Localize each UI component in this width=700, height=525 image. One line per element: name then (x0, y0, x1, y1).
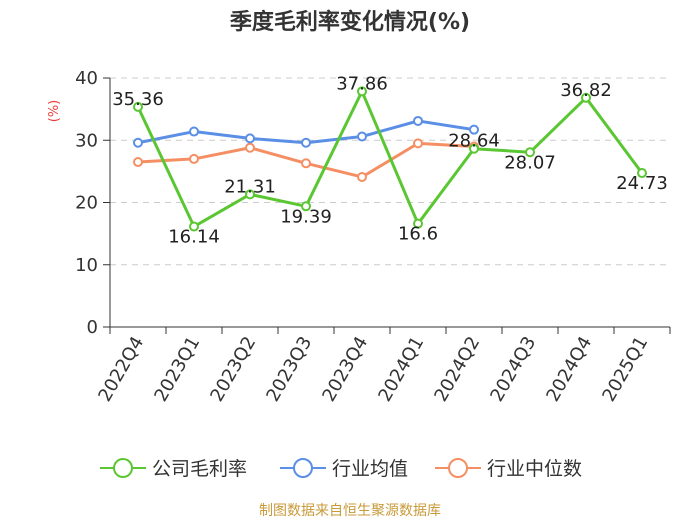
x-tick-label: 2024Q3 (486, 333, 540, 405)
data-point (525, 147, 535, 158)
data-point (413, 218, 423, 229)
data-point (413, 138, 423, 149)
data-label: 28.07 (504, 152, 556, 173)
data-point (245, 142, 255, 153)
data-label: 21.31 (224, 176, 276, 197)
data-point (357, 131, 367, 142)
data-label: 36.82 (560, 80, 612, 101)
data-point (245, 189, 255, 200)
y-tick-label: 20 (75, 193, 98, 214)
data-label: 16.6 (398, 224, 438, 245)
data-point (357, 171, 367, 182)
x-tick-label: 2024Q1 (374, 333, 428, 405)
data-point (413, 115, 423, 126)
legend-marker (113, 458, 133, 478)
data-label: 24.73 (616, 173, 668, 194)
data-point (581, 92, 591, 103)
data-point (301, 201, 311, 212)
legend-marker (293, 458, 313, 478)
x-tick-label: 2023Q2 (206, 333, 260, 405)
data-point (133, 137, 143, 148)
y-axis-label: (%) (47, 100, 62, 123)
data-point (357, 86, 367, 97)
legend-label: 行业均值 (332, 458, 408, 480)
data-point (469, 143, 479, 154)
x-tick-label: 2023Q1 (150, 333, 204, 405)
y-tick-label: 30 (75, 130, 98, 151)
x-tick-label: 2023Q4 (318, 333, 372, 405)
data-label: 37.86 (336, 73, 388, 94)
y-tick-label: 10 (75, 255, 98, 276)
series-layer (133, 86, 647, 232)
data-point (189, 126, 199, 137)
data-point (245, 133, 255, 144)
x-tick-label: 2023Q3 (262, 333, 316, 405)
data-label: 16.14 (168, 227, 220, 248)
y-tick-label: 40 (75, 68, 98, 89)
data-point (133, 157, 143, 168)
grid-lines (110, 77, 670, 266)
source-note: 制图数据来自恒生聚源数据库 (259, 503, 441, 519)
data-point (637, 168, 647, 179)
data-point (133, 101, 143, 112)
data-point (301, 137, 311, 148)
data-point (301, 158, 311, 169)
x-tick-label: 2022Q4 (94, 333, 148, 405)
x-tick-label: 2025Q1 (598, 333, 652, 405)
data-point (189, 153, 199, 164)
data-label: 35.36 (112, 89, 164, 110)
x-tick-label: 2024Q4 (542, 333, 596, 405)
legend-label: 行业中位数 (487, 458, 582, 480)
chart-title: 季度毛利率变化情况(%) (230, 9, 470, 35)
y-tick-label: 0 (87, 317, 98, 338)
data-label: 28.64 (448, 131, 500, 152)
legend: 公司毛利率 行业均值 行业中位数 (100, 458, 582, 480)
series-line (136, 89, 644, 229)
data-point (469, 124, 479, 135)
x-tick-label: 2024Q2 (430, 333, 484, 405)
legend-label: 公司毛利率 (152, 458, 247, 480)
legend-marker (448, 458, 468, 478)
data-label: 19.39 (280, 206, 332, 227)
data-point (189, 221, 199, 232)
